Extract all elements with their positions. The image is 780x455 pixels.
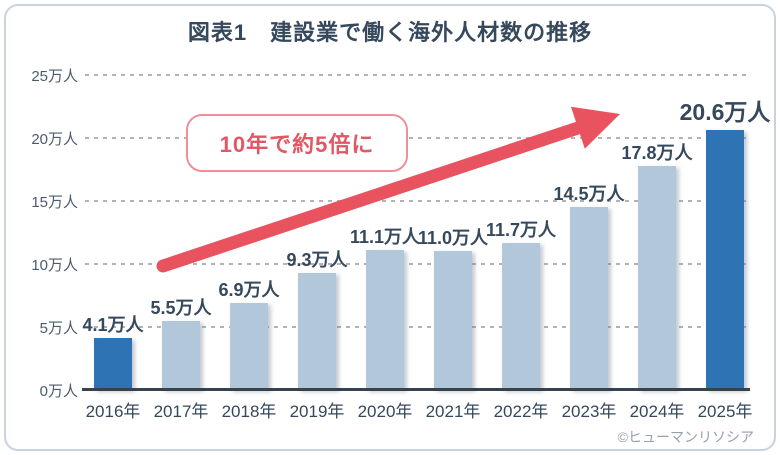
y-tick-label: 25万人 xyxy=(31,68,78,85)
copyright-credit: ©ヒューマンリソシア xyxy=(617,429,754,445)
bar-2017年 xyxy=(162,320,200,390)
x-tick-label: 2016年 xyxy=(85,402,141,421)
x-tick-label: 2018年 xyxy=(221,402,277,421)
y-tick-label: 10万人 xyxy=(31,257,78,274)
chart-title: 図表1 建設業で働く海外人材数の推移 xyxy=(187,20,593,45)
x-tick-label: 2017年 xyxy=(153,402,209,421)
bar-2024年 xyxy=(638,165,676,390)
bar-value-label: 14.5万人 xyxy=(553,184,625,205)
bar-value-label: 5.5万人 xyxy=(150,297,212,318)
x-tick-label: 2020年 xyxy=(357,402,413,421)
bar-value-label: 20.6万人 xyxy=(679,99,771,126)
x-axis-line xyxy=(82,388,750,391)
bar-2016年 xyxy=(94,338,132,390)
annotation-callout: 10年で約5倍に xyxy=(186,114,408,172)
bar-2025年 xyxy=(706,130,744,390)
bar-value-label: 4.1万人 xyxy=(82,315,144,336)
x-tick-label: 2022年 xyxy=(493,402,549,421)
bar-value-label: 17.8万人 xyxy=(621,142,693,163)
x-tick-label: 2019年 xyxy=(289,402,345,421)
annotation-callout-text: 10年で約5倍に xyxy=(219,132,375,157)
gridline-25 xyxy=(85,74,748,76)
bar-2022年 xyxy=(502,242,540,390)
y-tick-label: 0万人 xyxy=(39,383,78,400)
y-tick-label: 20万人 xyxy=(31,131,78,148)
gridline-5 xyxy=(85,326,748,328)
bar-value-label: 6.9万人 xyxy=(218,280,280,301)
bar-2021年 xyxy=(434,251,472,390)
x-tick-label: 2021年 xyxy=(425,402,481,421)
y-tick-label: 5万人 xyxy=(39,320,78,337)
bar-2020年 xyxy=(366,250,404,390)
bar-2019年 xyxy=(298,272,336,390)
bar-value-label: 11.7万人 xyxy=(485,219,557,240)
bar-2018年 xyxy=(230,303,268,390)
x-tick-label: 2024年 xyxy=(629,402,685,421)
bar-value-label: 9.3万人 xyxy=(286,249,348,270)
x-tick-label: 2025年 xyxy=(697,402,753,421)
y-tick-label: 15万人 xyxy=(31,194,78,211)
x-tick-label: 2023年 xyxy=(561,402,617,421)
